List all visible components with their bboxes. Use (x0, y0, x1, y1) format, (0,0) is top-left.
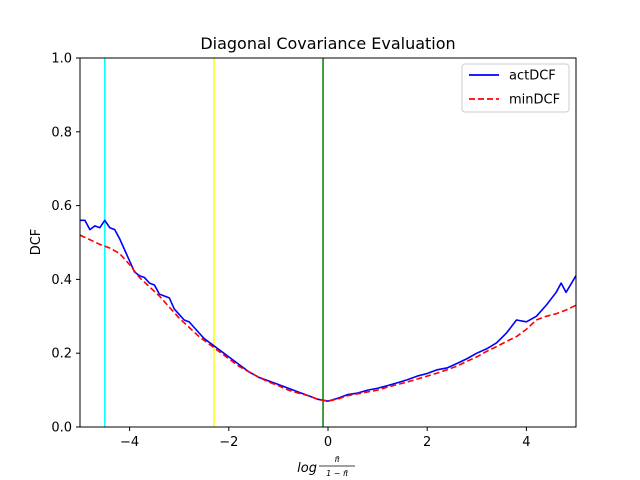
x-axis-label-prefix: log (297, 461, 317, 476)
x-tick-label: −2 (219, 435, 238, 450)
y-tick-label: 0.8 (51, 125, 72, 140)
y-tick-label: 0.2 (51, 347, 72, 362)
series-layer (80, 219, 576, 402)
vertical-lines (104, 58, 324, 427)
y-tick-label: 0.0 (51, 421, 72, 436)
x-axis-label-numerator: π̃ (335, 455, 340, 464)
series-line-minDCF (80, 234, 576, 402)
x-tick-label: 0 (324, 435, 332, 450)
y-axis: 0.0 0.2 0.4 0.6 0.8 1.0 (51, 52, 80, 436)
x-tick-label: 4 (522, 435, 530, 450)
chart-title: Diagonal Covariance Evaluation (200, 34, 455, 53)
x-axis-label-denominator: 1 − π̃ (326, 469, 348, 478)
y-tick-label: 1.0 (51, 52, 72, 67)
legend-label-minDCF: minDCF (509, 93, 560, 108)
legend-box (461, 63, 570, 113)
y-tick-label: 0.4 (51, 273, 72, 288)
x-axis: −4 −2 0 2 4 (120, 427, 531, 450)
x-tick-label: −4 (120, 435, 139, 450)
legend: actDCF minDCF (461, 63, 570, 113)
y-tick-label: 0.6 (51, 199, 72, 214)
x-tick-label: 2 (423, 435, 431, 450)
legend-label-actDCF: actDCF (509, 69, 556, 84)
x-axis-label: log π̃ 1 − π̃ (297, 455, 355, 478)
y-axis-label: DCF (29, 229, 44, 256)
